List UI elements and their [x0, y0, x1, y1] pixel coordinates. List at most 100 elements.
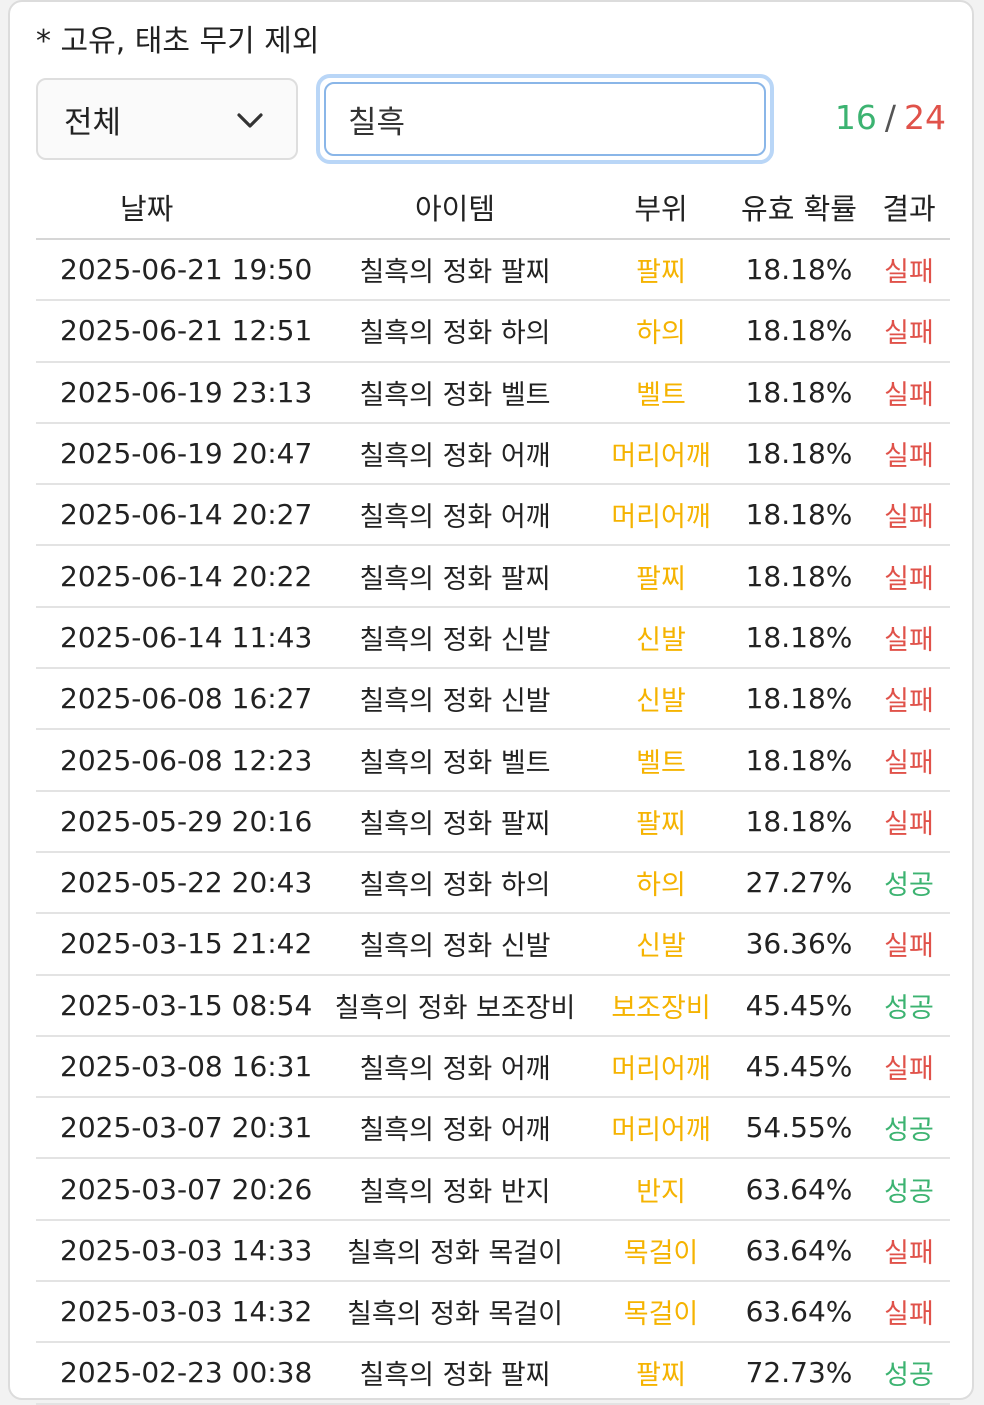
- row-date: 2025-03-07 20:26: [36, 1158, 318, 1221]
- row-result: 성공: [868, 1342, 950, 1405]
- row-probability: 72.73%: [730, 1342, 868, 1405]
- row-part: 목걸이: [592, 1219, 730, 1283]
- table-row: 2025-05-29 20:16 칠흑의 정화 팔찌 팔찌 18.18% 실패: [36, 790, 950, 853]
- row-date: 2025-06-14 11:43: [36, 606, 318, 670]
- table-row: 2025-06-21 12:51 칠흑의 정화 하의 하의 18.18% 실패: [36, 300, 950, 363]
- row-date: 2025-06-08 12:23: [36, 729, 318, 792]
- table-row: 2025-03-07 20:31 칠흑의 정화 어깨 머리어깨 54.55% 성공: [36, 1097, 950, 1160]
- row-item-name: 칠흑의 정화 어깨: [318, 1097, 592, 1160]
- chevron-down-icon: [237, 113, 263, 128]
- row-part: 팔찌: [592, 545, 730, 608]
- row-part: 벨트: [592, 361, 730, 424]
- row-item-name: 칠흑의 정화 신발: [318, 913, 592, 976]
- exclusion-note: * 고유, 태초 무기 제외: [36, 24, 320, 59]
- table-row: 2025-06-08 12:23 칠흑의 정화 벨트 벨트 18.18% 실패: [36, 729, 950, 792]
- total-count: 24: [904, 98, 946, 137]
- row-part: 하의: [592, 851, 730, 915]
- header-result: 결과: [868, 176, 950, 240]
- row-probability: 18.18%: [730, 729, 868, 792]
- table-row: 2025-06-14 20:22 칠흑의 정화 팔찌 팔찌 18.18% 실패: [36, 545, 950, 608]
- header-prob: 유효 확률: [730, 176, 868, 240]
- row-date: 2025-03-15 21:42: [36, 913, 318, 976]
- row-item-name: 칠흑의 정화 어깨: [318, 1035, 592, 1099]
- row-probability: 18.18%: [730, 484, 868, 547]
- row-result: 실패: [868, 484, 950, 547]
- table-row: 2025-06-14 11:43 칠흑의 정화 신발 신발 18.18% 실패: [36, 606, 950, 670]
- row-item-name: 칠흑의 정화 목걸이: [318, 1281, 592, 1344]
- row-date: 2025-05-29 20:16: [36, 790, 318, 853]
- row-part: 신발: [592, 913, 730, 976]
- row-date: 2025-06-14 20:22: [36, 545, 318, 608]
- row-item-name: 칠흑의 정화 어깨: [318, 484, 592, 547]
- row-item-name: 칠흑의 정화 벨트: [318, 361, 592, 424]
- row-probability: 45.45%: [730, 974, 868, 1037]
- row-item-name: 칠흑의 정화 팔찌: [318, 545, 592, 608]
- row-result: 실패: [868, 361, 950, 424]
- row-probability: 18.18%: [730, 606, 868, 670]
- row-part: 머리어깨: [592, 484, 730, 547]
- row-part: 머리어깨: [592, 1097, 730, 1160]
- history-table: 날짜 아이템 부위 유효 확률 결과 2025-06-21 19:50 칠흑의 정…: [36, 176, 950, 1405]
- row-date: 2025-06-14 20:27: [36, 484, 318, 547]
- row-probability: 63.64%: [730, 1281, 868, 1344]
- row-date: 2025-06-21 12:51: [36, 300, 318, 363]
- row-date: 2025-06-19 20:47: [36, 422, 318, 486]
- row-result: 실패: [868, 729, 950, 792]
- row-date: 2025-06-19 23:13: [36, 361, 318, 424]
- row-result: 실패: [868, 545, 950, 608]
- row-date: 2025-03-07 20:31: [36, 1097, 318, 1160]
- row-result: 실패: [868, 606, 950, 670]
- table-row: 2025-06-19 20:47 칠흑의 정화 어깨 머리어깨 18.18% 실패: [36, 422, 950, 486]
- row-result: 실패: [868, 1035, 950, 1099]
- table-body: 2025-06-21 19:50 칠흑의 정화 팔찌 팔찌 18.18% 실패 2025-…: [36, 239, 950, 1405]
- row-item-name: 칠흑의 정화 반지: [318, 1158, 592, 1221]
- row-item-name: 칠흑의 정화 어깨: [318, 422, 592, 486]
- row-result: 성공: [868, 1097, 950, 1160]
- filter-selected-label: 전체: [64, 104, 122, 141]
- row-result: 실패: [868, 300, 950, 363]
- table-row: 2025-02-23 00:38 칠흑의 정화 팔찌 팔찌 72.73% 성공: [36, 1342, 950, 1405]
- row-part: 벨트: [592, 729, 730, 792]
- row-probability: 63.64%: [730, 1219, 868, 1283]
- row-part: 목걸이: [592, 1281, 730, 1344]
- row-result: 실패: [868, 668, 950, 731]
- success-counter: 16/24: [835, 98, 946, 137]
- table-header-row: 날짜 아이템 부위 유효 확률 결과: [36, 176, 950, 240]
- table-row: 2025-05-22 20:43 칠흑의 정화 하의 하의 27.27% 성공: [36, 851, 950, 915]
- table-row: 2025-06-19 23:13 칠흑의 정화 벨트 벨트 18.18% 실패: [36, 361, 950, 424]
- search-focus-ring: [316, 74, 774, 164]
- table-row: 2025-06-14 20:27 칠흑의 정화 어깨 머리어깨 18.18% 실패: [36, 484, 950, 547]
- table-row: 2025-03-03 14:33 칠흑의 정화 목걸이 목걸이 63.64% 실패: [36, 1219, 950, 1283]
- row-item-name: 칠흑의 정화 보조장비: [318, 974, 592, 1037]
- row-result: 성공: [868, 974, 950, 1037]
- row-probability: 45.45%: [730, 1035, 868, 1099]
- row-part: 보조장비: [592, 974, 730, 1037]
- row-part: 머리어깨: [592, 1035, 730, 1099]
- row-item-name: 칠흑의 정화 하의: [318, 300, 592, 363]
- header-date: 날짜: [36, 176, 318, 240]
- row-item-name: 칠흑의 정화 하의: [318, 851, 592, 915]
- row-result: 성공: [868, 851, 950, 915]
- row-probability: 18.18%: [730, 668, 868, 731]
- row-item-name: 칠흑의 정화 벨트: [318, 729, 592, 792]
- row-date: 2025-06-21 19:50: [36, 239, 318, 302]
- row-result: 성공: [868, 1158, 950, 1221]
- row-part: 신발: [592, 668, 730, 731]
- table-row: 2025-03-07 20:26 칠흑의 정화 반지 반지 63.64% 성공: [36, 1158, 950, 1221]
- row-date: 2025-03-15 08:54: [36, 974, 318, 1037]
- row-probability: 18.18%: [730, 422, 868, 486]
- row-part: 신발: [592, 606, 730, 670]
- table-row: 2025-03-15 08:54 칠흑의 정화 보조장비 보조장비 45.45% 성공: [36, 974, 950, 1037]
- row-result: 실패: [868, 913, 950, 976]
- table-row: 2025-03-03 14:32 칠흑의 정화 목걸이 목걸이 63.64% 실패: [36, 1281, 950, 1344]
- row-item-name: 칠흑의 정화 팔찌: [318, 1342, 592, 1405]
- counter-separator: /: [884, 98, 896, 137]
- header-item: 아이템: [318, 176, 592, 240]
- part-filter-select[interactable]: 전체: [36, 78, 298, 160]
- success-count: 16: [834, 98, 877, 137]
- row-probability: 18.18%: [730, 300, 868, 363]
- search-input[interactable]: [324, 82, 766, 156]
- row-result: 실패: [868, 1281, 950, 1344]
- row-date: 2025-03-08 16:31: [36, 1035, 318, 1099]
- row-part: 팔찌: [592, 239, 730, 302]
